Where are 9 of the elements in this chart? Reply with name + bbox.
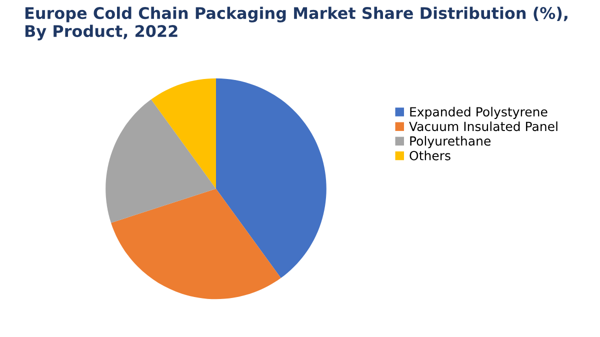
pie-slice (151, 78, 216, 189)
legend-label: Others (410, 150, 450, 160)
legend-label: Polyurethane (410, 136, 491, 148)
pie-slice (111, 188, 281, 300)
pie-slice (216, 78, 326, 278)
chart-title: Europe Cold Chain Packaging Market Share Distribution (%), By Product, 2022 (25, 6, 568, 40)
legend-label: Vacuum Insulated Panel (409, 121, 558, 132)
pie-slice (106, 99, 216, 223)
legend-label: Expanded Polystyrene (410, 106, 548, 119)
